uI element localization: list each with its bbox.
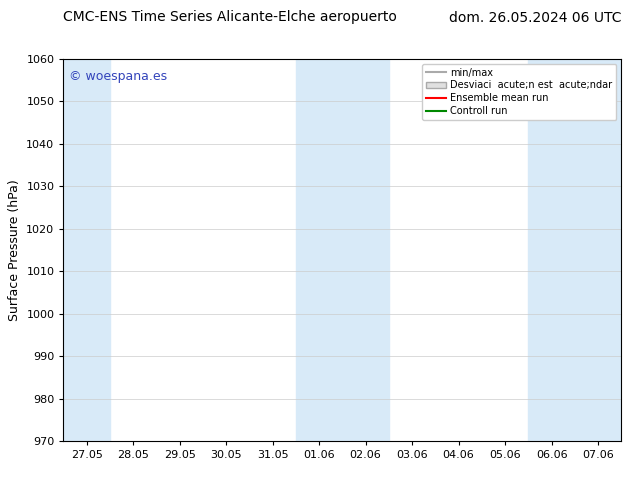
Text: dom. 26.05.2024 06 UTC: dom. 26.05.2024 06 UTC — [449, 10, 621, 24]
Legend: min/max, Desviaci  acute;n est  acute;ndar, Ensemble mean run, Controll run: min/max, Desviaci acute;n est acute;ndar… — [422, 64, 616, 120]
Text: CMC-ENS Time Series Alicante-Elche aeropuerto: CMC-ENS Time Series Alicante-Elche aerop… — [63, 10, 398, 24]
Bar — [528, 59, 621, 441]
Bar — [296, 59, 389, 441]
Text: © woespana.es: © woespana.es — [69, 70, 167, 83]
Y-axis label: Surface Pressure (hPa): Surface Pressure (hPa) — [8, 179, 21, 321]
Bar — [63, 59, 110, 441]
